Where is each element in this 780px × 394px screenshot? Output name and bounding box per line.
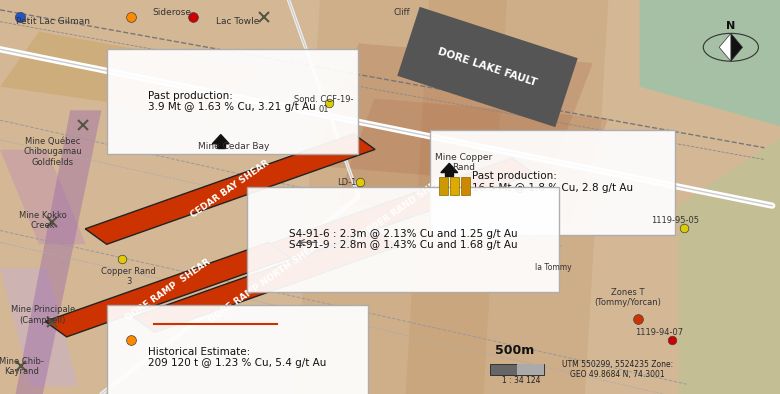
Text: DORE LAKE FAULT: DORE LAKE FAULT bbox=[437, 46, 538, 88]
Polygon shape bbox=[731, 33, 743, 61]
Text: Sond. CCF-19-
01: Sond. CCF-19- 01 bbox=[294, 95, 353, 114]
Polygon shape bbox=[335, 98, 608, 225]
Text: la Tommy: la Tommy bbox=[536, 264, 572, 272]
Polygon shape bbox=[441, 164, 458, 173]
Text: DORE RAMP  SHEAR: DORE RAMP SHEAR bbox=[124, 257, 211, 322]
Polygon shape bbox=[45, 242, 290, 337]
Point bbox=[666, 336, 679, 343]
Polygon shape bbox=[719, 33, 731, 61]
Polygon shape bbox=[0, 32, 257, 118]
Text: Historical Estimate:
209 120 t @ 1.23 % Cu, 5.4 g/t Au: Historical Estimate: 209 120 t @ 1.23 % … bbox=[148, 347, 327, 368]
Point bbox=[187, 14, 200, 20]
Text: Mine Québec
Chibougamau
Goldfields: Mine Québec Chibougamau Goldfields bbox=[23, 137, 83, 167]
Text: LD-1: LD-1 bbox=[338, 178, 356, 186]
Text: CEDAR BAY SHEAR: CEDAR BAY SHEAR bbox=[189, 158, 271, 220]
Polygon shape bbox=[133, 231, 397, 333]
Point bbox=[125, 336, 137, 343]
Polygon shape bbox=[0, 268, 78, 386]
Text: DORE RAMP NORTH SHEAR: DORE RAMP NORTH SHEAR bbox=[207, 239, 324, 325]
Bar bbox=[450, 177, 459, 195]
Text: 1119-95-05: 1119-95-05 bbox=[651, 216, 699, 225]
Text: Mine Copper
Rand: Mine Copper Rand bbox=[435, 152, 493, 172]
Text: S4-91-6 : 2.3m @ 2.13% Cu and 1.25 g/t Au
S4-91-9 : 2.8m @ 1.43% Cu and 1.68 g/t: S4-91-6 : 2.3m @ 2.13% Cu and 1.25 g/t A… bbox=[289, 229, 517, 250]
Bar bbox=[439, 177, 448, 195]
Polygon shape bbox=[679, 138, 780, 394]
Text: Past production:
3.9 Mt @ 1.63 % Cu, 3.21 g/t Au: Past production: 3.9 Mt @ 1.63 % Cu, 3.2… bbox=[148, 91, 316, 112]
Text: 1119-94-07: 1119-94-07 bbox=[635, 329, 683, 337]
Point bbox=[116, 256, 129, 262]
Point bbox=[678, 225, 690, 231]
Text: Mine Principale
(Campbell): Mine Principale (Campbell) bbox=[11, 305, 75, 325]
Bar bbox=[461, 177, 470, 195]
Polygon shape bbox=[0, 0, 780, 394]
Text: Cliff: Cliff bbox=[393, 8, 410, 17]
Polygon shape bbox=[406, 0, 608, 394]
Bar bbox=[516, 364, 544, 375]
Text: Zones T
(Tommy/Yorcan): Zones T (Tommy/Yorcan) bbox=[594, 288, 661, 307]
Bar bbox=[445, 173, 453, 177]
Polygon shape bbox=[85, 134, 375, 244]
Text: Petit Lac Gilman: Petit Lac Gilman bbox=[16, 17, 90, 26]
Point bbox=[323, 100, 335, 106]
Polygon shape bbox=[0, 150, 86, 244]
Polygon shape bbox=[212, 135, 229, 144]
Text: UTM 550299, 5524235 Zone:
GEO 49.8684 N, 74.3001: UTM 550299, 5524235 Zone: GEO 49.8684 N,… bbox=[562, 360, 673, 379]
Bar bbox=[217, 144, 225, 148]
Text: Past production:
16.5 Mt @ 1.8 % Cu, 2.8 g/t Au: Past production: 16.5 Mt @ 1.8 % Cu, 2.8… bbox=[472, 171, 633, 193]
Point bbox=[13, 14, 26, 20]
Text: Mine Kokko
Creek: Mine Kokko Creek bbox=[19, 211, 67, 230]
Point bbox=[354, 179, 367, 185]
Point bbox=[125, 14, 137, 20]
Text: N: N bbox=[726, 21, 736, 31]
Text: Copper Rand
3: Copper Rand 3 bbox=[101, 267, 156, 286]
Text: 1 : 34 124: 1 : 34 124 bbox=[502, 376, 541, 385]
Polygon shape bbox=[312, 43, 593, 185]
Text: Siderose: Siderose bbox=[152, 8, 191, 17]
Polygon shape bbox=[296, 0, 507, 394]
Point bbox=[632, 316, 644, 322]
Text: 500m: 500m bbox=[495, 344, 534, 357]
Text: Lac Towle: Lac Towle bbox=[216, 17, 260, 26]
Text: COPPER RAND SHEAR: COPPER RAND SHEAR bbox=[354, 174, 449, 244]
Polygon shape bbox=[16, 110, 101, 394]
Text: Mine Cedar Bay: Mine Cedar Bay bbox=[198, 142, 270, 151]
Polygon shape bbox=[270, 158, 534, 260]
Bar bbox=[490, 364, 544, 375]
Text: Mine Chib-
Kayrand: Mine Chib- Kayrand bbox=[0, 357, 44, 376]
Polygon shape bbox=[640, 0, 780, 126]
